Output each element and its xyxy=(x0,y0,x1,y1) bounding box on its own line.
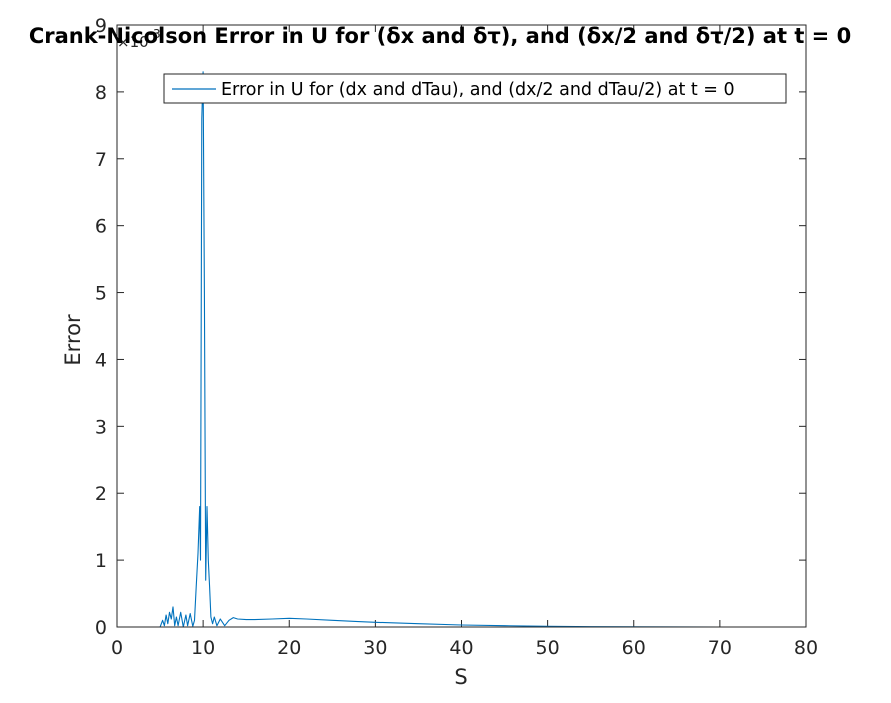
y-tick-label: 9 xyxy=(95,15,107,37)
y-tick-label: 2 xyxy=(95,483,107,505)
y-tick-label: 5 xyxy=(95,283,107,305)
y-tick-label: 6 xyxy=(95,216,107,238)
x-tick-label: 20 xyxy=(277,637,301,659)
plot-area xyxy=(117,25,806,627)
y-tick-label: 1 xyxy=(95,550,107,572)
legend-box xyxy=(163,73,787,104)
y-axis-exponent-power: -3 xyxy=(149,27,161,41)
y-tick-label: 3 xyxy=(95,416,107,438)
y-tick-label: 4 xyxy=(95,349,107,371)
x-tick-label: 60 xyxy=(622,637,646,659)
y-tick-label: 8 xyxy=(95,82,107,104)
x-tick-label: 70 xyxy=(708,637,732,659)
x-tick-label: 80 xyxy=(794,637,818,659)
series-line-0 xyxy=(117,71,755,628)
x-tick-label: 10 xyxy=(191,637,215,659)
x-tick-label: 40 xyxy=(449,637,473,659)
x-axis-tick-labels: 0 10 20 30 40 50 60 70 80 xyxy=(111,637,818,659)
series-group xyxy=(117,71,755,628)
y-axis-tick-labels: 0 1 2 3 4 5 6 7 8 9 xyxy=(95,15,107,639)
y-axis-label: Error xyxy=(61,314,85,366)
x-axis-label: S xyxy=(454,665,467,689)
plot-frame xyxy=(116,24,807,628)
y-tick-label: 7 xyxy=(95,149,107,171)
x-tick-label: 30 xyxy=(363,637,387,659)
y-axis-exponent-base: ×10 xyxy=(117,33,149,51)
legend-entry: Error in U for (dx and dTau), and (dx/2 … xyxy=(221,80,735,100)
x-tick-label: 50 xyxy=(536,637,560,659)
legend: Error in U for (dx and dTau), and (dx/2 … xyxy=(163,73,787,104)
y-tick-label: 0 xyxy=(95,617,107,639)
y-axis-exponent: ×10-3 xyxy=(117,27,161,51)
x-tick-label: 0 xyxy=(111,637,123,659)
chart-title: Crank-Nicolson Error in U for (δx and δτ… xyxy=(29,24,851,48)
